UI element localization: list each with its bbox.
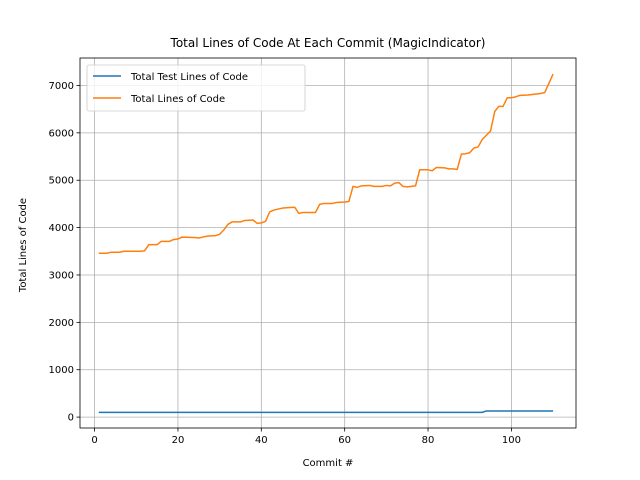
ticks: 0 20 40 60 80 1000100020003000400050006000700… (49, 81, 521, 446)
y-tick-label: 4000 (49, 223, 74, 234)
y-tick-label: 6000 (49, 128, 74, 139)
x-axis-label: Commit # (303, 458, 354, 469)
axes-frame (79, 57, 577, 429)
legend-label-1: Total Lines of Code (130, 94, 225, 105)
y-tick-label: 5000 (49, 176, 74, 187)
y-tick-label: 7000 (49, 81, 74, 92)
y-tick-label: 2000 (49, 318, 74, 329)
legend: Total Test Lines of Code Total Lines of C… (86, 64, 306, 112)
x-tick-label: 60 (338, 435, 351, 446)
x-tick-label: 40 (255, 435, 268, 446)
x-tick-label: 0 (91, 435, 97, 446)
series-line-0 (98, 410, 554, 414)
plot-area-border (79, 57, 577, 429)
y-tick-label: 0 (68, 413, 74, 424)
x-tick-label: 100 (502, 435, 521, 446)
y-axis-label: Total Lines of Code (18, 198, 29, 293)
series-lines (98, 73, 554, 414)
x-tick-label: 80 (422, 435, 435, 446)
legend-box (86, 64, 306, 112)
series-line-1 (98, 73, 554, 254)
chart-title: Total Lines of Code At Each Commit (Magi… (170, 36, 486, 50)
legend-label-0: Total Test Lines of Code (130, 72, 248, 83)
y-tick-label: 1000 (49, 365, 74, 376)
x-tick-label: 20 (172, 435, 185, 446)
gridlines (80, 58, 576, 428)
y-tick-label: 3000 (49, 270, 74, 281)
